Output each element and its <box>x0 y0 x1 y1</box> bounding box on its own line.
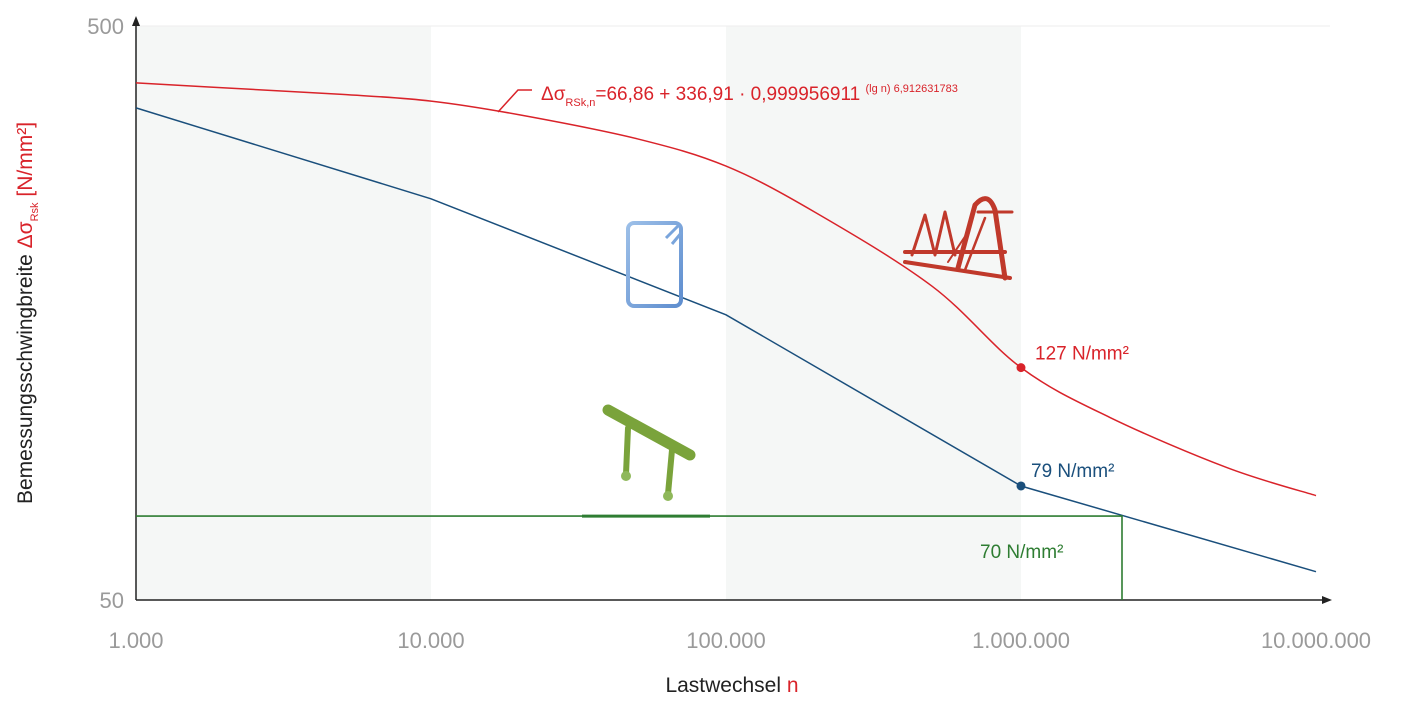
x-tick-label: 1.000 <box>108 628 163 653</box>
x-tick-label: 100.000 <box>686 628 766 653</box>
y-axis-label: Bemessungsschwingbreite ΔσRsk [N/mm²] <box>14 122 41 504</box>
formula-main: Δσ <box>541 84 566 105</box>
data-label-1: 79 N/mm² <box>1031 461 1114 482</box>
point-labels: 127 N/mm² 79 N/mm² <box>1031 344 1129 482</box>
x-tick-label: 10.000 <box>397 628 464 653</box>
formula-text: ΔσRSk,n=66,86 + 336,91 · 0,999956911 (lg… <box>541 83 958 109</box>
formula-body: =66,86 + 336,91 · 0,999956911 <box>595 84 865 105</box>
truss-girder-icon <box>903 196 1014 281</box>
x-axis-label-text: Lastwechsel <box>665 674 786 697</box>
y-axis-label-subscript: Rsk <box>29 202 41 221</box>
y-axis-label-symbol: Δσ <box>14 221 37 248</box>
y-tick-label: 500 <box>87 14 124 39</box>
background-bands <box>136 26 1021 600</box>
y-axis-label-unit: [N/mm²] <box>14 122 37 202</box>
series-line-0 <box>135 82 1317 497</box>
series-line-1 <box>135 107 1317 573</box>
x-axis-label-symbol: n <box>787 674 799 697</box>
formula-superscript: (lg n) 6,912631783 <box>866 83 958 95</box>
series-line-2 <box>136 515 1123 600</box>
x-axis-label: Lastwechsel n <box>665 674 798 697</box>
data-points <box>1016 363 1026 491</box>
formula-leader-line <box>497 89 532 113</box>
bent-bar-icon <box>602 404 696 501</box>
y-axis-label-text: Bemessungsschwingbreite <box>14 248 37 504</box>
reinforcement-stirrup-icon <box>626 221 684 308</box>
formula-subscript: RSk,n <box>565 97 595 109</box>
band-1 <box>726 26 1021 600</box>
data-label-0: 127 N/mm² <box>1035 344 1129 365</box>
x-tick-label: 10.000.000 <box>1261 628 1371 653</box>
x-tick-labels: 1.000 10.000 100.000 1.000.000 10.000.000 <box>108 628 1371 653</box>
data-point-0 <box>1016 363 1026 373</box>
y-tick-labels: 500 50 <box>87 14 124 613</box>
data-point-1 <box>1016 481 1026 491</box>
y-tick-label: 50 <box>100 588 124 613</box>
y-axis-arrow <box>132 16 140 26</box>
x-axis-arrow <box>1322 596 1332 604</box>
band-0 <box>136 26 431 600</box>
series-lines <box>135 82 1317 600</box>
x-tick-label: 1.000.000 <box>972 628 1070 653</box>
annotation-70: 70 N/mm² <box>980 542 1063 563</box>
